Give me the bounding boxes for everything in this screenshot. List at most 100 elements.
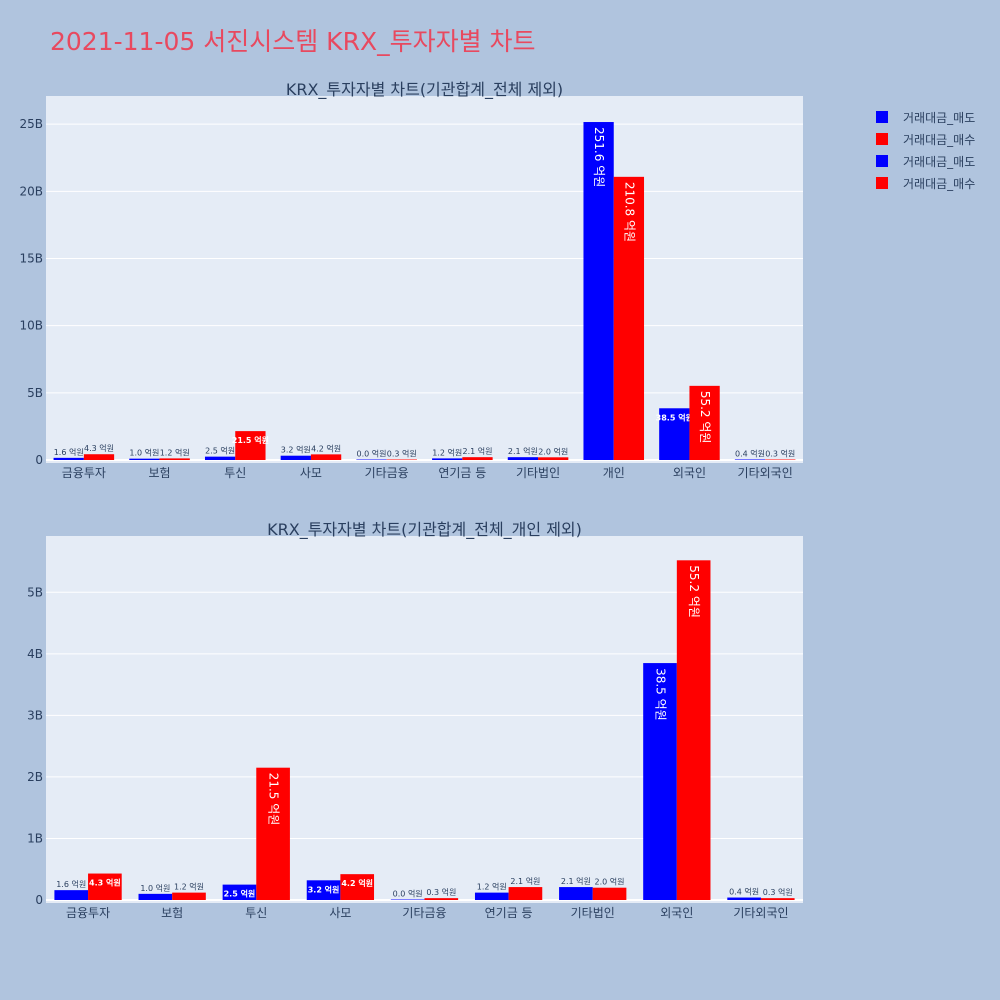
bar xyxy=(559,887,593,900)
x-tick-label: 연기금 등 xyxy=(485,906,533,920)
legend-swatch xyxy=(876,133,888,145)
data-label: 3.2 억원 xyxy=(281,445,311,455)
bar xyxy=(592,887,627,900)
bar xyxy=(88,873,122,900)
y-tick-label: 2B xyxy=(27,770,43,784)
bar xyxy=(280,455,311,460)
y-tick-label: 3B xyxy=(27,708,43,722)
legend-swatch xyxy=(876,177,888,189)
bar xyxy=(310,454,342,460)
data-label: 2.0 억원 xyxy=(595,877,625,887)
bar xyxy=(432,458,463,460)
data-label: 2.1 억원 xyxy=(508,446,538,456)
data-label: 0.3 억원 xyxy=(426,887,456,897)
bar xyxy=(83,454,115,460)
data-label: 0.4 억원 xyxy=(735,448,765,458)
data-label: 21.5 억원 xyxy=(232,435,269,445)
bar xyxy=(507,457,539,460)
legend-label: 거래대금_매수 xyxy=(903,132,976,147)
bar xyxy=(659,408,690,460)
x-tick-label: 사모 xyxy=(329,906,351,920)
x-tick-label: 기타법인 xyxy=(516,466,560,480)
x-tick-label: 기타금융 xyxy=(402,906,446,920)
bar xyxy=(538,457,569,460)
data-label: 1.6 억원 xyxy=(56,879,86,889)
legend-item[interactable]: 거래대금_매도 xyxy=(876,106,975,128)
x-tick-label: 연기금 등 xyxy=(438,466,486,480)
data-label: 1.2 억원 xyxy=(174,882,204,892)
x-tick-label: 투신 xyxy=(245,906,267,920)
bar xyxy=(734,459,766,460)
y-tick-label: 25B xyxy=(19,117,43,131)
data-label: 1.2 억원 xyxy=(477,882,507,892)
data-label: 0.0 억원 xyxy=(393,889,423,899)
data-label: 3.2 억원 xyxy=(308,884,340,894)
y-tick-label: 4B xyxy=(27,647,43,661)
data-label: 4.3 억원 xyxy=(89,878,121,888)
data-label: 1.2 억원 xyxy=(160,447,190,457)
data-label: 1.0 억원 xyxy=(129,448,159,458)
bar xyxy=(508,887,543,900)
x-tick-label: 외국인 xyxy=(673,466,706,480)
page-title: 2021-11-05 서진시스템 KRX_투자자별 차트 xyxy=(50,27,536,56)
legend-item[interactable]: 거래대금_매도 xyxy=(876,150,975,172)
bar xyxy=(256,767,290,900)
data-label: 2.5 억원 xyxy=(205,446,235,456)
data-label: 0.3 억원 xyxy=(763,887,793,897)
x-tick-label: 금융투자 xyxy=(66,906,110,920)
data-label: 2.0 억원 xyxy=(538,446,568,456)
x-tick-label: 보험 xyxy=(149,466,171,480)
chart-title: KRX_투자자별 차트(기관합계_전체_개인 제외) xyxy=(267,520,582,540)
data-label: 55.2 억원 xyxy=(687,565,701,618)
x-tick-label: 외국인 xyxy=(660,906,693,920)
y-tick-label: 20B xyxy=(19,184,43,198)
data-label: 4.2 억원 xyxy=(311,443,341,453)
bar xyxy=(760,898,795,900)
bar xyxy=(129,458,160,460)
bar xyxy=(222,884,257,900)
data-label: 2.5 억원 xyxy=(224,889,256,899)
y-tick-label: 1B xyxy=(27,831,43,845)
y-tick-label: 10B xyxy=(19,319,43,333)
legend-item[interactable]: 거래대금_매수 xyxy=(876,128,975,150)
y-tick-label: 0 xyxy=(35,453,43,467)
legend-label: 거래대금_매수 xyxy=(903,176,976,191)
bar xyxy=(138,893,173,900)
bar xyxy=(462,457,493,460)
bar xyxy=(390,899,425,900)
bar xyxy=(340,874,375,900)
data-label: 1.6 억원 xyxy=(54,447,84,457)
legend-item[interactable]: 거래대금_매수 xyxy=(876,172,975,194)
legend-swatch xyxy=(876,155,888,167)
data-label: 0.4 억원 xyxy=(729,887,759,897)
legend-label: 거래대금_매도 xyxy=(903,110,976,125)
bar xyxy=(54,890,89,900)
bar xyxy=(204,456,236,460)
legend: 거래대금_매도 거래대금_매수 거래대금_매도 거래대금_매수 xyxy=(876,106,975,194)
data-label: 55.2 억원 xyxy=(698,391,712,444)
bar xyxy=(643,663,677,900)
bar xyxy=(474,892,509,900)
x-tick-label: 금융투자 xyxy=(62,466,106,480)
bar xyxy=(676,560,711,900)
chart-panel-1: KRX_투자자별 차트(기관합계_전체 제외) 0 5B 10B 15B 20B 25B 금융… xyxy=(19,80,803,480)
bar xyxy=(613,176,645,460)
bar xyxy=(727,897,761,900)
data-label: 21.5 억원 xyxy=(267,773,281,826)
bar xyxy=(356,459,387,460)
x-tick-label: 기타외국인 xyxy=(733,906,788,920)
y-tick-label: 0 xyxy=(35,893,43,907)
data-label: 0.0 억원 xyxy=(357,449,387,459)
plot-area xyxy=(46,96,803,463)
y-tick-label: 5B xyxy=(27,386,43,400)
bar xyxy=(765,459,796,460)
bar xyxy=(424,898,459,900)
bar xyxy=(306,880,341,900)
data-label: 0.3 억원 xyxy=(387,449,417,459)
x-tick-label: 투신 xyxy=(224,466,246,480)
data-label: 1.2 억원 xyxy=(432,447,462,457)
data-label: 4.3 억원 xyxy=(84,443,114,453)
bar xyxy=(53,457,84,460)
data-label: 4.2 억원 xyxy=(341,878,373,888)
legend-label: 거래대금_매도 xyxy=(903,154,976,169)
